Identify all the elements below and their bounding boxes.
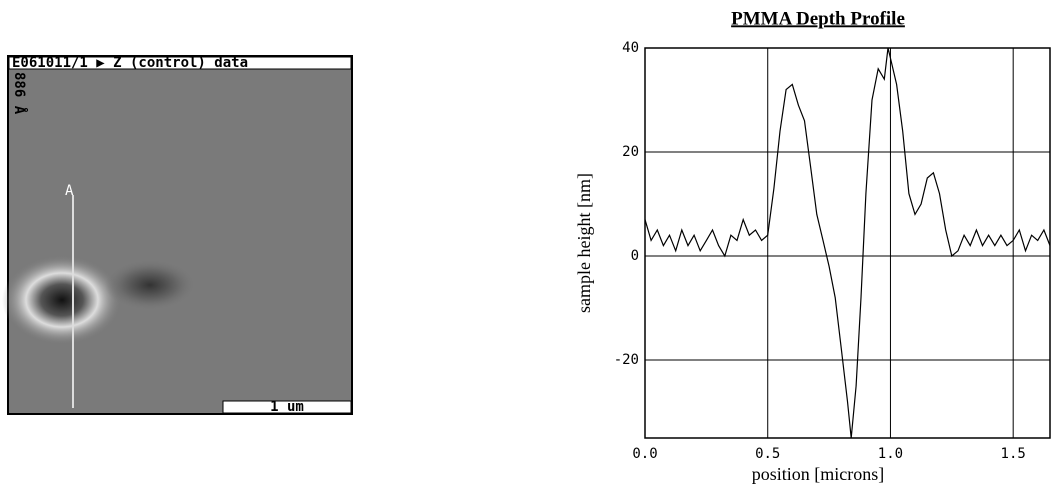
chart-title: PMMA Depth Profile xyxy=(731,8,905,29)
data-line xyxy=(644,47,1051,439)
afm-image xyxy=(7,55,353,415)
y-axis-label: sample height [nm] xyxy=(574,173,594,313)
x-tick-label: 1.5 xyxy=(1001,446,1026,462)
x-axis-label: position [microns] xyxy=(752,464,885,484)
x-tick-label: 0.5 xyxy=(755,446,780,462)
pit xyxy=(2,255,122,345)
plot-frame xyxy=(644,47,1051,439)
scale-bar: 1 um xyxy=(270,399,304,415)
scale-bar-box xyxy=(222,400,352,414)
chart: PMMA Depth Profile position [microns] sa… xyxy=(574,8,905,484)
image-header: E061011/1 ▶ Z (control) data xyxy=(12,55,248,71)
side-label: 886 Å xyxy=(11,72,28,115)
y-tick-label: 0 xyxy=(631,248,639,264)
image-header-box xyxy=(8,56,352,70)
x-tick-label: 1.0 xyxy=(878,446,903,462)
x-tick-label: 0.0 xyxy=(632,446,657,462)
marker-label: A xyxy=(65,183,74,199)
pit xyxy=(105,260,195,310)
y-tick-label: -20 xyxy=(614,352,639,368)
y-tick-label: 20 xyxy=(622,144,639,160)
y-tick-label: 40 xyxy=(622,40,639,56)
